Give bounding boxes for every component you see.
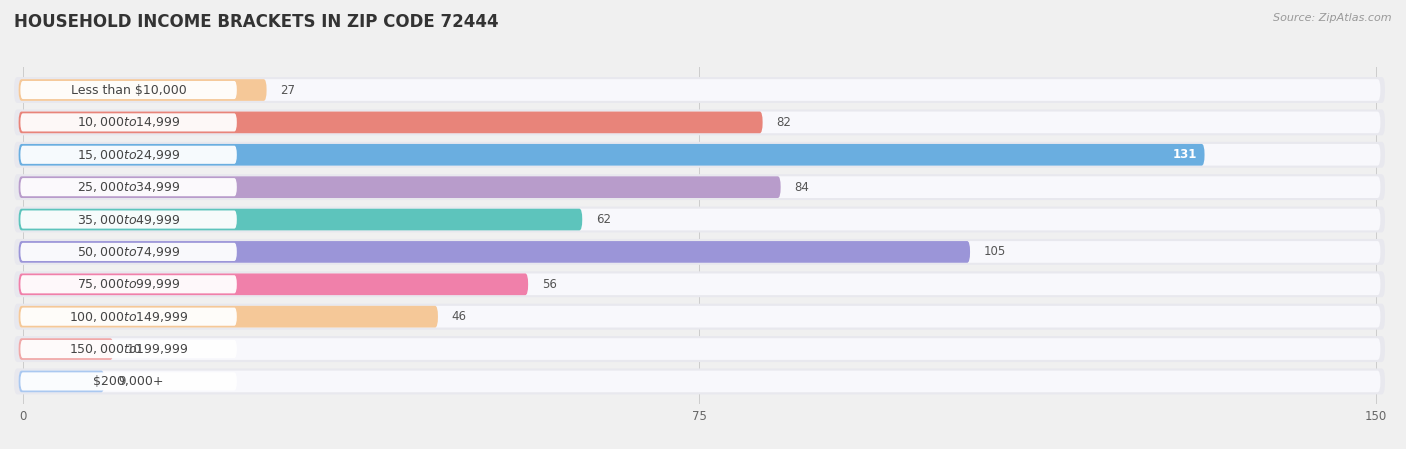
FancyBboxPatch shape [20, 81, 236, 99]
Text: 46: 46 [451, 310, 467, 323]
Text: 27: 27 [280, 84, 295, 97]
Text: 131: 131 [1173, 148, 1198, 161]
FancyBboxPatch shape [18, 273, 529, 295]
Text: 10: 10 [127, 343, 142, 356]
FancyBboxPatch shape [18, 176, 780, 198]
Text: $15,000 to $24,999: $15,000 to $24,999 [77, 148, 180, 162]
FancyBboxPatch shape [18, 306, 1381, 327]
Text: $50,000 to $74,999: $50,000 to $74,999 [77, 245, 180, 259]
FancyBboxPatch shape [14, 336, 1385, 362]
FancyBboxPatch shape [20, 243, 236, 261]
Text: 82: 82 [776, 116, 792, 129]
FancyBboxPatch shape [18, 111, 1381, 133]
FancyBboxPatch shape [18, 144, 1381, 166]
Text: $100,000 to $149,999: $100,000 to $149,999 [69, 310, 188, 324]
FancyBboxPatch shape [14, 369, 1385, 394]
Text: $200,000+: $200,000+ [93, 375, 165, 388]
FancyBboxPatch shape [18, 306, 437, 327]
FancyBboxPatch shape [18, 176, 1381, 198]
FancyBboxPatch shape [20, 275, 236, 293]
Text: $35,000 to $49,999: $35,000 to $49,999 [77, 212, 180, 227]
FancyBboxPatch shape [20, 340, 236, 358]
FancyBboxPatch shape [18, 338, 1381, 360]
FancyBboxPatch shape [18, 144, 1205, 166]
FancyBboxPatch shape [14, 304, 1385, 330]
FancyBboxPatch shape [20, 178, 236, 196]
FancyBboxPatch shape [18, 370, 1381, 392]
FancyBboxPatch shape [20, 146, 236, 164]
FancyBboxPatch shape [18, 273, 1381, 295]
FancyBboxPatch shape [20, 113, 236, 132]
FancyBboxPatch shape [14, 77, 1385, 103]
FancyBboxPatch shape [18, 209, 1381, 230]
FancyBboxPatch shape [18, 111, 762, 133]
FancyBboxPatch shape [14, 271, 1385, 297]
Text: $25,000 to $34,999: $25,000 to $34,999 [77, 180, 180, 194]
Text: $10,000 to $14,999: $10,000 to $14,999 [77, 115, 180, 129]
FancyBboxPatch shape [18, 370, 104, 392]
FancyBboxPatch shape [18, 241, 1381, 263]
Text: 84: 84 [794, 180, 808, 194]
FancyBboxPatch shape [18, 79, 267, 101]
FancyBboxPatch shape [14, 239, 1385, 265]
Text: 62: 62 [596, 213, 610, 226]
Text: 105: 105 [984, 246, 1005, 259]
FancyBboxPatch shape [18, 79, 1381, 101]
FancyBboxPatch shape [18, 338, 114, 360]
FancyBboxPatch shape [20, 211, 236, 229]
FancyBboxPatch shape [14, 174, 1385, 200]
Text: 9: 9 [118, 375, 125, 388]
FancyBboxPatch shape [14, 142, 1385, 168]
FancyBboxPatch shape [20, 372, 236, 391]
FancyBboxPatch shape [14, 110, 1385, 135]
Text: $150,000 to $199,999: $150,000 to $199,999 [69, 342, 188, 356]
Text: $75,000 to $99,999: $75,000 to $99,999 [77, 277, 180, 291]
FancyBboxPatch shape [20, 308, 236, 326]
FancyBboxPatch shape [14, 207, 1385, 233]
FancyBboxPatch shape [18, 209, 582, 230]
Text: HOUSEHOLD INCOME BRACKETS IN ZIP CODE 72444: HOUSEHOLD INCOME BRACKETS IN ZIP CODE 72… [14, 13, 499, 31]
FancyBboxPatch shape [18, 241, 970, 263]
Text: Source: ZipAtlas.com: Source: ZipAtlas.com [1274, 13, 1392, 23]
Text: 56: 56 [541, 278, 557, 291]
Text: Less than $10,000: Less than $10,000 [70, 84, 187, 97]
